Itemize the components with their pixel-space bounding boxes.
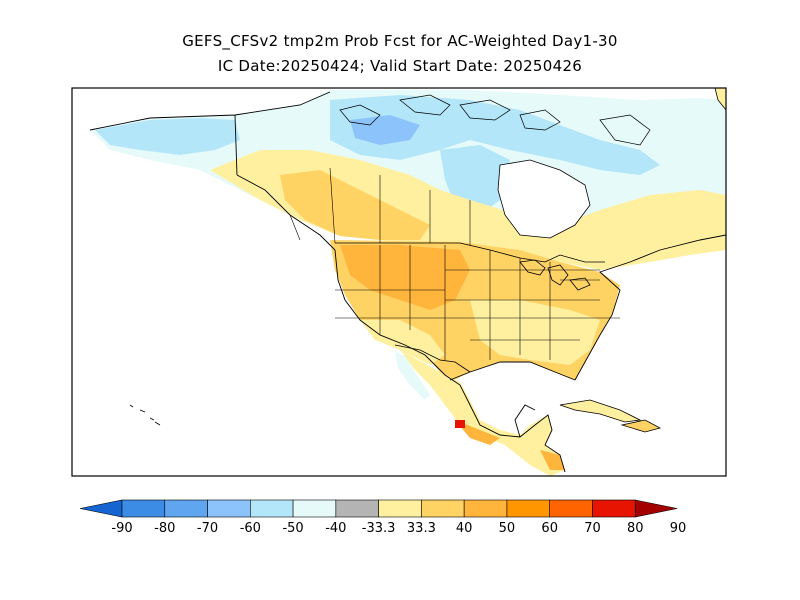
colorbar-label: 70: [584, 521, 601, 536]
usa-west-warm: [340, 245, 470, 310]
colorbar-bin: [335, 499, 379, 518]
cuba: [559, 399, 642, 423]
usa-southwest-light: [360, 320, 445, 365]
colorbar-label: 80: [627, 521, 644, 536]
colorbar-label: 90: [670, 521, 687, 536]
colorbar-bin: [378, 499, 422, 518]
colorbar-bin: [463, 499, 508, 518]
colorbar-bin: [121, 499, 166, 518]
hispaniola: [620, 419, 662, 433]
colorbar-bin: [549, 499, 593, 518]
hawaii: [129, 404, 161, 426]
mexico-hot-spot: [455, 420, 465, 428]
colorbar-label: 50: [499, 521, 516, 536]
colorbar-label: -80: [154, 521, 175, 536]
map-frame: [71, 87, 727, 477]
western-canada-core: [280, 170, 430, 240]
colorbar-label: -70: [197, 521, 218, 536]
chart-title-line2: IC Date:20250424; Valid Start Date: 2025…: [217, 57, 583, 75]
canada-province-borders: [289, 167, 471, 245]
colorbar-label: 40: [456, 521, 473, 536]
colorbar-bin: [164, 499, 208, 518]
colorbar-bin: [250, 499, 294, 518]
colorbar-bin: [592, 499, 636, 518]
colorbar-label: -60: [240, 521, 261, 536]
colorbar-bin: [506, 499, 550, 518]
baja-california: [395, 352, 430, 400]
arctic-blue-patch: [330, 95, 660, 175]
colorbar-label: -50: [282, 521, 303, 536]
colorbar-label: -90: [111, 521, 132, 536]
great-lakes: [519, 259, 591, 291]
mexico-region: [400, 350, 565, 476]
mexico-warm-coast: [455, 420, 500, 445]
alaska-blue-patch: [95, 118, 240, 155]
colorbar-bin: [292, 499, 337, 518]
arctic-islands: [339, 94, 651, 146]
greenland-edge: [714, 88, 726, 111]
colorbar-arrow-left: [79, 499, 123, 518]
usa-east-light: [470, 300, 600, 365]
colorbar-label: -40: [325, 521, 346, 536]
colorbar-label: 33.3: [407, 521, 436, 536]
chart-title-line1: GEFS_CFSv2 tmp2m Prob Fcst for AC-Weight…: [182, 32, 618, 50]
colorbar-label: -33.3: [362, 521, 396, 536]
nunavut-blue-patch: [350, 115, 420, 145]
central-america-warm: [540, 450, 565, 470]
colorbar-bin: [207, 499, 251, 518]
colorbar-label: 60: [541, 521, 558, 536]
us-mexico-border: [394, 344, 471, 373]
colorbar-arrow-right: [634, 499, 678, 518]
colorbar-bin: [421, 499, 465, 518]
state-borders: [335, 245, 620, 360]
hudson-bay: [497, 159, 591, 239]
